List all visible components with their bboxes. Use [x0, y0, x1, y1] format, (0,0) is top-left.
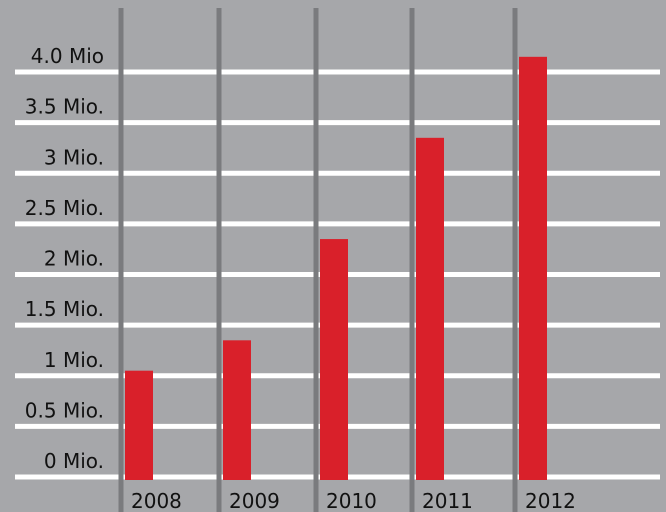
x-tick-label: 2012 [525, 489, 576, 512]
x-tick-labels: 2008 2009 2010 2011 2012 [131, 489, 576, 512]
y-tick-label: 2.5 Mio. [25, 196, 104, 220]
bar-2009 [223, 340, 251, 480]
x-tick-label: 2009 [229, 489, 280, 512]
bar-2011 [416, 137, 444, 480]
y-tick-label: 3 Mio. [44, 145, 104, 169]
x-tick-label: 2008 [131, 489, 182, 512]
bar-2010 [320, 239, 348, 480]
y-tick-label: 3.5 Mio. [25, 95, 104, 119]
y-tick-label: 0 Mio. [44, 449, 104, 473]
y-tick-label: 0.5 Mio. [25, 398, 104, 422]
y-tick-label: 1 Mio. [44, 348, 104, 372]
x-tick-label: 2011 [422, 489, 473, 512]
y-tick-label: 1.5 Mio. [25, 297, 104, 321]
bar-2012 [519, 56, 547, 480]
bars [125, 56, 547, 480]
y-tick-label: 4.0 Mio [31, 44, 104, 68]
category-separators [118, 8, 518, 512]
x-tick-label: 2010 [326, 489, 377, 512]
y-tick-labels: 0 Mio. 0.5 Mio. 1 Mio. 1.5 Mio. 2 Mio. 2.5 Mi… [25, 44, 104, 473]
y-tick-label: 2 Mio. [44, 247, 104, 271]
bar-2008 [125, 370, 153, 480]
